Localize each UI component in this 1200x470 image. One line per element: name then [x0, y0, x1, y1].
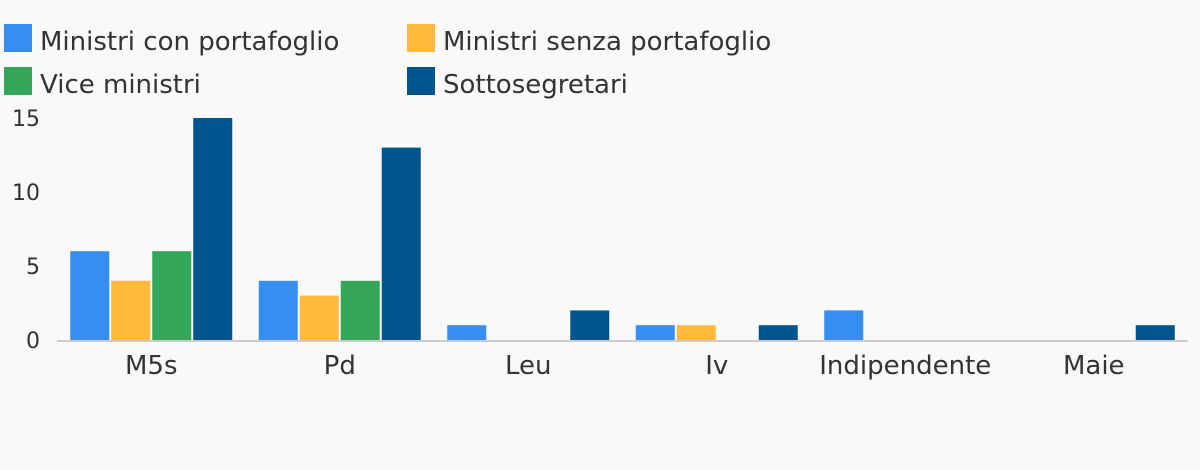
legend-item: Sottosegretari — [407, 67, 628, 100]
bar — [111, 280, 151, 340]
y-tick-label: 15 — [12, 107, 40, 132]
bar — [447, 325, 487, 340]
legend-item: Vice ministri — [4, 67, 201, 100]
legend-label: Ministri con portafoglio — [40, 27, 339, 57]
bar — [758, 325, 798, 340]
bar — [1135, 325, 1175, 340]
bar — [381, 147, 421, 340]
bar — [824, 310, 864, 340]
legend-swatch — [4, 24, 32, 52]
x-axis: M5s Pd Leu Iv Indipendente Maie — [57, 340, 1188, 381]
legend-label: Vice ministri — [40, 70, 201, 100]
legend-item: Ministri senza portafoglio — [407, 24, 771, 57]
bar — [635, 325, 675, 340]
bars — [70, 118, 1175, 340]
x-tick-label: Indipendente — [819, 351, 991, 381]
bar — [258, 280, 298, 340]
x-tick-label: Maie — [1063, 351, 1125, 381]
legend-label: Sottosegretari — [443, 70, 628, 100]
legend-swatch — [407, 67, 435, 95]
y-axis: 0 5 10 15 — [12, 107, 40, 354]
x-tick-label: Pd — [324, 351, 356, 381]
legend-swatch — [407, 24, 435, 52]
bar — [299, 295, 339, 340]
legend-label: Ministri senza portafoglio — [443, 27, 771, 57]
y-tick-label: 5 — [26, 255, 40, 280]
bar — [193, 118, 233, 340]
x-tick-label: Leu — [505, 351, 552, 381]
legend-item: Ministri con portafoglio — [4, 24, 339, 57]
y-tick-label: 10 — [12, 181, 40, 206]
legend-swatch — [4, 67, 32, 95]
bar — [70, 251, 110, 340]
bar — [152, 251, 192, 340]
bar — [570, 310, 610, 340]
bar — [340, 280, 380, 340]
legend: Ministri con portafoglio Ministri senza p… — [4, 24, 771, 100]
bar — [676, 325, 716, 340]
y-tick-label: 0 — [26, 329, 40, 354]
x-tick-label: M5s — [125, 351, 178, 381]
x-tick-label: Iv — [705, 351, 728, 381]
